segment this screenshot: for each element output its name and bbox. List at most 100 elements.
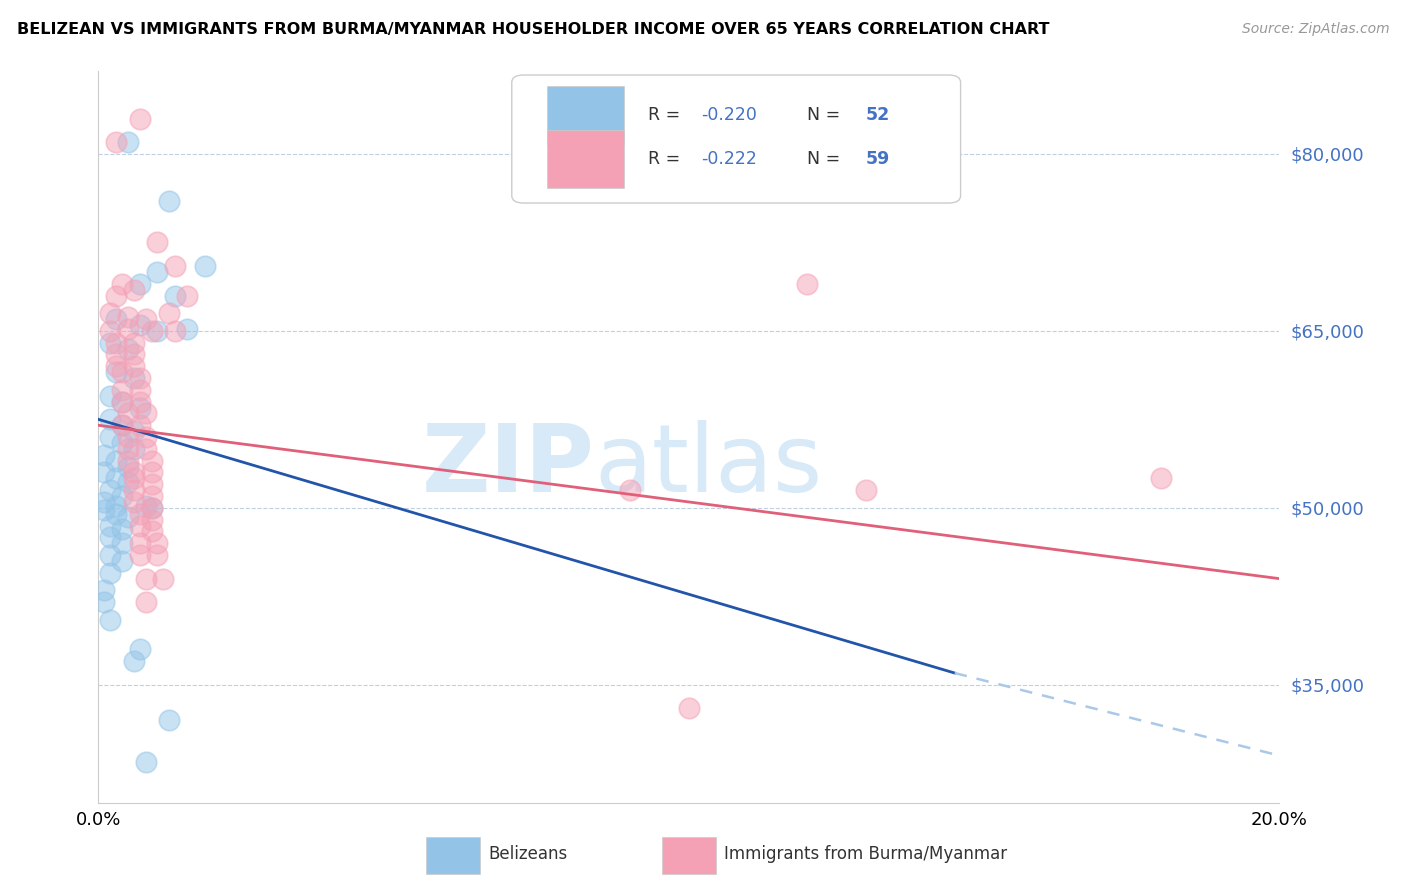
Point xyxy=(1150,471,1173,485)
Point xyxy=(93,448,115,462)
Point xyxy=(146,265,169,279)
Point xyxy=(128,394,150,409)
Point xyxy=(111,436,134,450)
Point xyxy=(165,288,187,302)
Point xyxy=(98,306,121,320)
Point xyxy=(111,365,134,379)
Point xyxy=(141,453,163,467)
Point xyxy=(105,499,128,513)
Point xyxy=(619,483,641,498)
Point xyxy=(105,312,128,326)
Point xyxy=(122,283,145,297)
Point xyxy=(105,347,128,361)
Text: R =: R = xyxy=(648,150,685,168)
Point xyxy=(111,418,134,433)
Point xyxy=(122,359,145,374)
Point xyxy=(135,407,157,421)
Point xyxy=(128,401,150,415)
Text: atlas: atlas xyxy=(595,420,823,512)
Point xyxy=(105,365,128,379)
Point xyxy=(146,235,169,250)
Point xyxy=(128,277,150,291)
Point xyxy=(111,554,134,568)
FancyBboxPatch shape xyxy=(547,130,624,188)
Point xyxy=(117,321,139,335)
Point xyxy=(152,572,174,586)
Point xyxy=(135,312,157,326)
Point xyxy=(98,613,121,627)
Point xyxy=(128,418,150,433)
Point xyxy=(128,112,150,126)
Point xyxy=(117,430,139,444)
Text: Source: ZipAtlas.com: Source: ZipAtlas.com xyxy=(1241,22,1389,37)
Point xyxy=(141,324,163,338)
Point xyxy=(141,524,163,539)
Text: N =: N = xyxy=(807,150,846,168)
Point xyxy=(117,310,139,324)
Point xyxy=(105,335,128,350)
Point xyxy=(98,483,121,498)
Point xyxy=(98,566,121,580)
Point xyxy=(105,507,128,521)
Text: Belizeans: Belizeans xyxy=(488,845,568,863)
Point xyxy=(111,522,134,536)
Point xyxy=(93,466,115,480)
Point xyxy=(135,755,157,769)
Point xyxy=(105,359,128,374)
FancyBboxPatch shape xyxy=(547,86,624,145)
Point xyxy=(105,288,128,302)
Point xyxy=(157,194,180,208)
Text: 52: 52 xyxy=(866,106,890,124)
FancyBboxPatch shape xyxy=(512,75,960,203)
Text: R =: R = xyxy=(648,106,685,124)
Text: -0.220: -0.220 xyxy=(700,106,756,124)
Text: N =: N = xyxy=(807,106,846,124)
Point xyxy=(128,518,150,533)
Point xyxy=(128,536,150,550)
Text: BELIZEAN VS IMMIGRANTS FROM BURMA/MYANMAR HOUSEHOLDER INCOME OVER 65 YEARS CORRE: BELIZEAN VS IMMIGRANTS FROM BURMA/MYANMA… xyxy=(17,22,1049,37)
Point xyxy=(135,572,157,586)
Point xyxy=(855,483,877,498)
Point xyxy=(128,371,150,385)
Point xyxy=(117,342,139,356)
Point xyxy=(111,383,134,397)
Point xyxy=(93,583,115,598)
Point xyxy=(117,459,139,474)
Point xyxy=(98,518,121,533)
Point xyxy=(93,503,115,517)
Point xyxy=(128,548,150,562)
Point xyxy=(117,475,139,489)
Point xyxy=(111,418,134,433)
Point xyxy=(93,495,115,509)
Point xyxy=(105,135,128,149)
Point xyxy=(98,430,121,444)
Point xyxy=(98,389,121,403)
Point xyxy=(122,654,145,668)
Point xyxy=(98,412,121,426)
Point xyxy=(122,483,145,498)
Point xyxy=(122,471,145,485)
Point xyxy=(117,510,139,524)
Point xyxy=(122,442,145,456)
Point xyxy=(128,507,150,521)
Point xyxy=(117,135,139,149)
Point xyxy=(135,595,157,609)
Point xyxy=(111,394,134,409)
Point xyxy=(176,288,198,302)
Text: Immigrants from Burma/Myanmar: Immigrants from Burma/Myanmar xyxy=(724,845,1008,863)
Point xyxy=(796,277,818,291)
Point xyxy=(141,500,163,515)
FancyBboxPatch shape xyxy=(426,838,479,874)
Point xyxy=(128,383,150,397)
Point xyxy=(194,259,217,273)
Point xyxy=(117,453,139,467)
Point xyxy=(141,466,163,480)
Point xyxy=(122,424,145,438)
Text: 59: 59 xyxy=(866,150,890,168)
Point xyxy=(141,489,163,503)
Point xyxy=(146,324,169,338)
Point xyxy=(165,259,187,273)
Point xyxy=(117,442,139,456)
Point xyxy=(176,321,198,335)
Point xyxy=(122,466,145,480)
